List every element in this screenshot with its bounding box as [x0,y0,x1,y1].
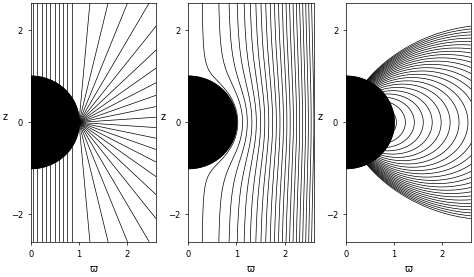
X-axis label: ϖ: ϖ [404,264,412,274]
Wedge shape [188,76,237,168]
Wedge shape [346,76,394,168]
Y-axis label: z: z [3,112,8,122]
X-axis label: ϖ: ϖ [247,264,255,274]
Y-axis label: z: z [318,112,323,122]
Wedge shape [31,76,79,168]
X-axis label: ϖ: ϖ [90,264,98,274]
Y-axis label: z: z [160,112,165,122]
